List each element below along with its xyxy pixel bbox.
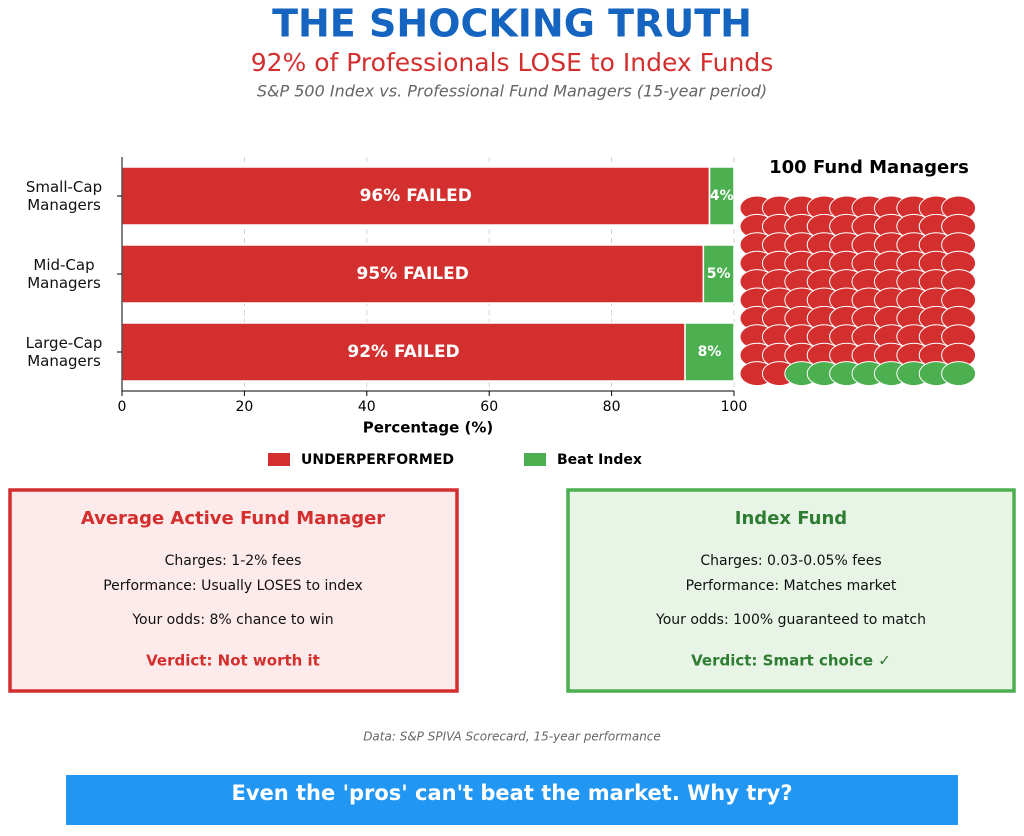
x-tick-label: 40: [358, 399, 376, 415]
card-box: [566, 488, 1016, 693]
banner-text: Even the 'pros' can't beat the market. W…: [231, 781, 792, 805]
value-label: 5%: [707, 266, 731, 282]
bar: [121, 322, 686, 382]
x-tick-label: 20: [235, 399, 253, 415]
card-line: Your odds: 100% guaranteed to match: [655, 612, 926, 628]
y-tick-label: Small-Cap Managers: [25, 178, 103, 214]
footnote: Data: S&P SPIVA Scorecard, 15-year perfo…: [363, 730, 661, 744]
card-box: [8, 488, 459, 693]
card-line: Performance: Usually LOSES to index: [103, 578, 363, 594]
bar: [708, 166, 735, 226]
waffle-cell: [941, 361, 977, 387]
y-tick-label: Mid-Cap Managers: [27, 256, 101, 292]
value-label: 8%: [698, 344, 722, 360]
value-label: 95% FAILED: [357, 264, 469, 284]
value-label: 4%: [710, 188, 734, 204]
value-label: 96% FAILED: [360, 186, 472, 206]
title: THE SHOCKING TRUTH: [272, 2, 752, 46]
card-verdict: Verdict: Smart choice ✓: [691, 652, 891, 670]
x-axis-label: Percentage (%): [363, 419, 493, 437]
note: S&P 500 Index vs. Professional Fund Mana…: [257, 82, 767, 101]
card-line: Charges: 1-2% fees: [165, 553, 302, 569]
bar: [702, 244, 735, 304]
legend-swatch: [268, 453, 290, 466]
legend-swatch: [524, 453, 546, 466]
card-title: Average Active Fund Manager: [81, 508, 385, 529]
card-line: Performance: Matches market: [686, 578, 897, 594]
x-tick-label: 60: [480, 399, 498, 415]
legend-label: UNDERPERFORMED: [301, 452, 454, 468]
x-tick-label: 100: [721, 399, 748, 415]
subtitle: 92% of Professionals LOSE to Index Funds: [251, 48, 774, 77]
banner: [66, 775, 958, 825]
card-verdict: Verdict: Not worth it: [146, 652, 320, 670]
bar: [684, 322, 735, 382]
bar: [121, 244, 705, 304]
x-tick-label: 0: [118, 399, 127, 415]
legend-label: Beat Index: [557, 452, 642, 468]
x-tick-label: 80: [603, 399, 621, 415]
card-title: Index Fund: [735, 508, 847, 529]
bar: [121, 166, 711, 226]
card-line: Charges: 0.03-0.05% fees: [700, 553, 881, 569]
value-label: 92% FAILED: [347, 342, 459, 362]
card-line: Your odds: 8% chance to win: [131, 612, 333, 628]
waffle-title: 100 Fund Managers: [769, 157, 969, 178]
y-tick-label: Large-Cap Managers: [25, 334, 103, 370]
